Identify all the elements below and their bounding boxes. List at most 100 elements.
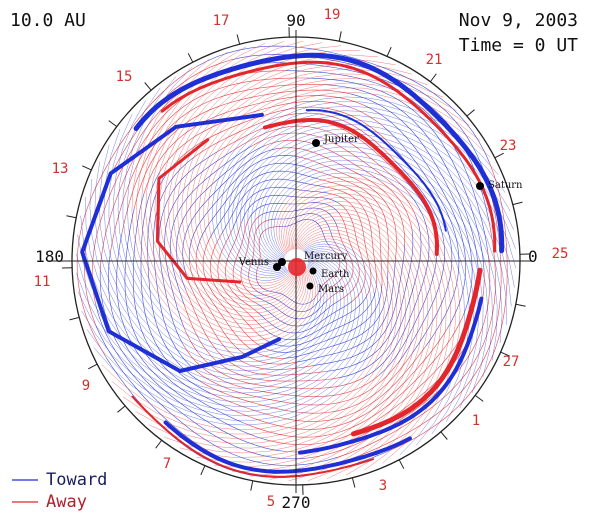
- field-line: [240, 215, 260, 296]
- spiral-line: [94, 161, 341, 380]
- field-line: [253, 295, 328, 320]
- rotation-number-label: 15: [116, 69, 133, 85]
- field-line: [324, 186, 375, 262]
- field-line: [378, 260, 437, 376]
- field-line: [295, 156, 397, 262]
- field-line: [217, 228, 263, 328]
- rotation-number-label: 25: [552, 246, 569, 262]
- tick-mark: [187, 53, 194, 63]
- field-line: [188, 154, 297, 262]
- field-line: [143, 95, 366, 194]
- spiral-line: [122, 76, 322, 354]
- spiral-line: [89, 178, 345, 385]
- field-line: [305, 77, 484, 262]
- field-line: [350, 93, 473, 262]
- sector-band: [350, 267, 483, 437]
- field-line: [76, 66, 197, 358]
- spiral-line: [232, 208, 424, 472]
- spiral-line: [270, 168, 470, 446]
- field-line: [187, 278, 313, 370]
- spiral-line: [232, 119, 517, 270]
- field-line: [320, 260, 347, 299]
- planet-label: Jupiter: [323, 134, 359, 145]
- field-line: [380, 260, 383, 284]
- field-line: [164, 150, 233, 327]
- rotation-number-label: 1: [472, 413, 480, 429]
- rotation-number-label: 3: [379, 478, 387, 494]
- spiral-line: [207, 92, 491, 284]
- spiral-line: [267, 163, 475, 435]
- field-line: [196, 162, 306, 251]
- field-line: [397, 260, 445, 364]
- spiral-line: [75, 252, 360, 403]
- spiral-line: [113, 100, 328, 363]
- field-line: [243, 315, 464, 438]
- field-line: [255, 226, 279, 281]
- field-line: [323, 84, 478, 262]
- field-line: [340, 260, 420, 378]
- planet-label: Mercury: [304, 251, 348, 262]
- tick-mark: [155, 439, 163, 449]
- field-line: [312, 260, 404, 366]
- field-line: [147, 163, 200, 381]
- spiral-line: [131, 58, 316, 346]
- spiral-line: [108, 113, 331, 367]
- field-line: [391, 260, 508, 450]
- planet-marker: [476, 182, 484, 190]
- field-line: [415, 215, 422, 262]
- field-line: [159, 100, 384, 173]
- rotation-number-label: 17: [213, 13, 230, 29]
- field-line: [241, 194, 339, 222]
- spiral-line: [203, 87, 481, 287]
- rotation-number-label: 13: [52, 161, 69, 177]
- tick-mark: [474, 394, 484, 402]
- planet-marker: [306, 282, 314, 290]
- spiral-line: [99, 144, 338, 376]
- field-line: [338, 213, 358, 262]
- time-label: Time = 0 UT: [459, 35, 578, 56]
- spiral-line: [103, 128, 334, 371]
- spiral-line: [179, 219, 411, 458]
- field-line: [425, 260, 460, 346]
- spiral-line: [254, 146, 493, 378]
- tick-mark: [351, 477, 356, 488]
- spiral-line: [224, 110, 515, 274]
- field-line: [332, 237, 347, 262]
- tick-mark: [236, 34, 241, 45]
- spiral-line: [77, 234, 356, 398]
- tick-mark: [338, 31, 342, 42]
- tick-mark: [440, 431, 448, 440]
- field-line: [183, 303, 341, 382]
- field-line: [483, 260, 485, 271]
- spiral-line: [172, 54, 379, 310]
- spiral-line: [93, 241, 381, 426]
- legend-away-label: Away: [46, 492, 87, 512]
- field-line: [116, 233, 268, 441]
- spiral-line: [211, 96, 499, 281]
- sector-band: [305, 109, 447, 232]
- field-line: [395, 161, 445, 262]
- sector-band: [133, 52, 505, 254]
- spiral-line: [236, 124, 515, 288]
- date-label: Nov 9, 2003: [459, 10, 578, 31]
- field-line: [232, 218, 258, 305]
- spiral-line: [81, 246, 372, 417]
- planet-label: Saturn: [488, 180, 523, 191]
- tick-mark: [386, 47, 392, 57]
- sector-band: [160, 60, 497, 253]
- spiral-line: [196, 216, 415, 463]
- tick-mark: [512, 201, 523, 206]
- tick-mark: [66, 215, 77, 219]
- rotation-number-label: 9: [82, 378, 90, 394]
- rotation-number-label: 21: [426, 52, 443, 68]
- field-line: [410, 194, 430, 262]
- field-line: [84, 59, 231, 327]
- field-line: [411, 260, 453, 355]
- spiral-line: [163, 223, 406, 454]
- scale-label: 10.0 AU: [10, 10, 86, 31]
- tick-mark: [250, 480, 254, 491]
- spiral-line: [190, 73, 444, 296]
- sector-boundary-bands: [80, 52, 505, 478]
